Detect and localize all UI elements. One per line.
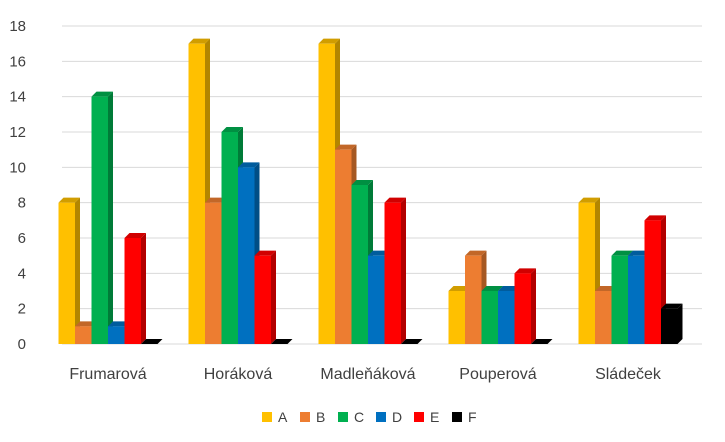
bar-A-1	[58, 197, 80, 344]
x-category-label: Horáková	[204, 366, 273, 383]
bar-E-5	[644, 215, 666, 344]
bar-F-5	[661, 303, 683, 344]
y-tick-label: 16	[9, 53, 26, 70]
y-tick-label: 18	[9, 18, 26, 35]
y-tick-label: 4	[18, 265, 26, 282]
bar-E-2	[254, 250, 276, 344]
x-category-label: Frumarová	[69, 366, 146, 383]
bar-C-1	[91, 91, 113, 345]
x-category-label: Sládeček	[595, 366, 662, 383]
legend-label: B	[316, 409, 325, 425]
bar-F-1	[141, 339, 163, 344]
bar-E-1	[124, 233, 146, 344]
legend-item-A: A	[262, 409, 288, 425]
y-tick-label: 8	[18, 195, 26, 212]
legend-item-C: C	[338, 409, 364, 425]
bars	[58, 38, 683, 345]
legend-label: A	[278, 409, 288, 425]
legend-swatch	[414, 412, 424, 422]
y-tick-label: 12	[9, 124, 26, 141]
legend-swatch	[262, 412, 272, 422]
y-axis-tick-labels: 0 2 4 6 8 10 12 14 16 18	[9, 18, 26, 353]
legend-swatch	[300, 412, 310, 422]
bar-E-4	[514, 268, 536, 344]
legend-label: E	[430, 409, 439, 425]
x-axis-category-labels: Frumarová Horáková Madleňáková Pouperová Slá…	[69, 366, 662, 383]
bar-E-3	[384, 197, 406, 344]
legend: A B C D E F	[262, 409, 477, 425]
legend-swatch	[452, 412, 462, 422]
y-tick-label: 0	[18, 336, 26, 353]
legend-label: D	[392, 409, 402, 425]
bar-F-4	[531, 339, 553, 344]
y-tick-label: 6	[18, 230, 26, 247]
y-tick-label: 14	[9, 89, 26, 106]
x-category-label: Pouperová	[459, 366, 536, 383]
x-category-label: Madleňáková	[320, 366, 415, 383]
y-tick-label: 2	[18, 301, 26, 318]
y-tick-label: 10	[9, 159, 26, 176]
legend-label: F	[468, 409, 477, 425]
bar-F-3	[401, 339, 423, 344]
legend-item-E: E	[414, 409, 439, 425]
legend-item-D: D	[376, 409, 402, 425]
legend-item-F: F	[452, 409, 477, 425]
gridlines	[62, 25, 702, 345]
legend-swatch	[376, 412, 386, 422]
legend-swatch	[338, 412, 348, 422]
bar-F-2	[271, 339, 293, 344]
legend-label: C	[354, 409, 364, 425]
bar-A-2	[188, 38, 210, 345]
legend-item-B: B	[300, 409, 325, 425]
